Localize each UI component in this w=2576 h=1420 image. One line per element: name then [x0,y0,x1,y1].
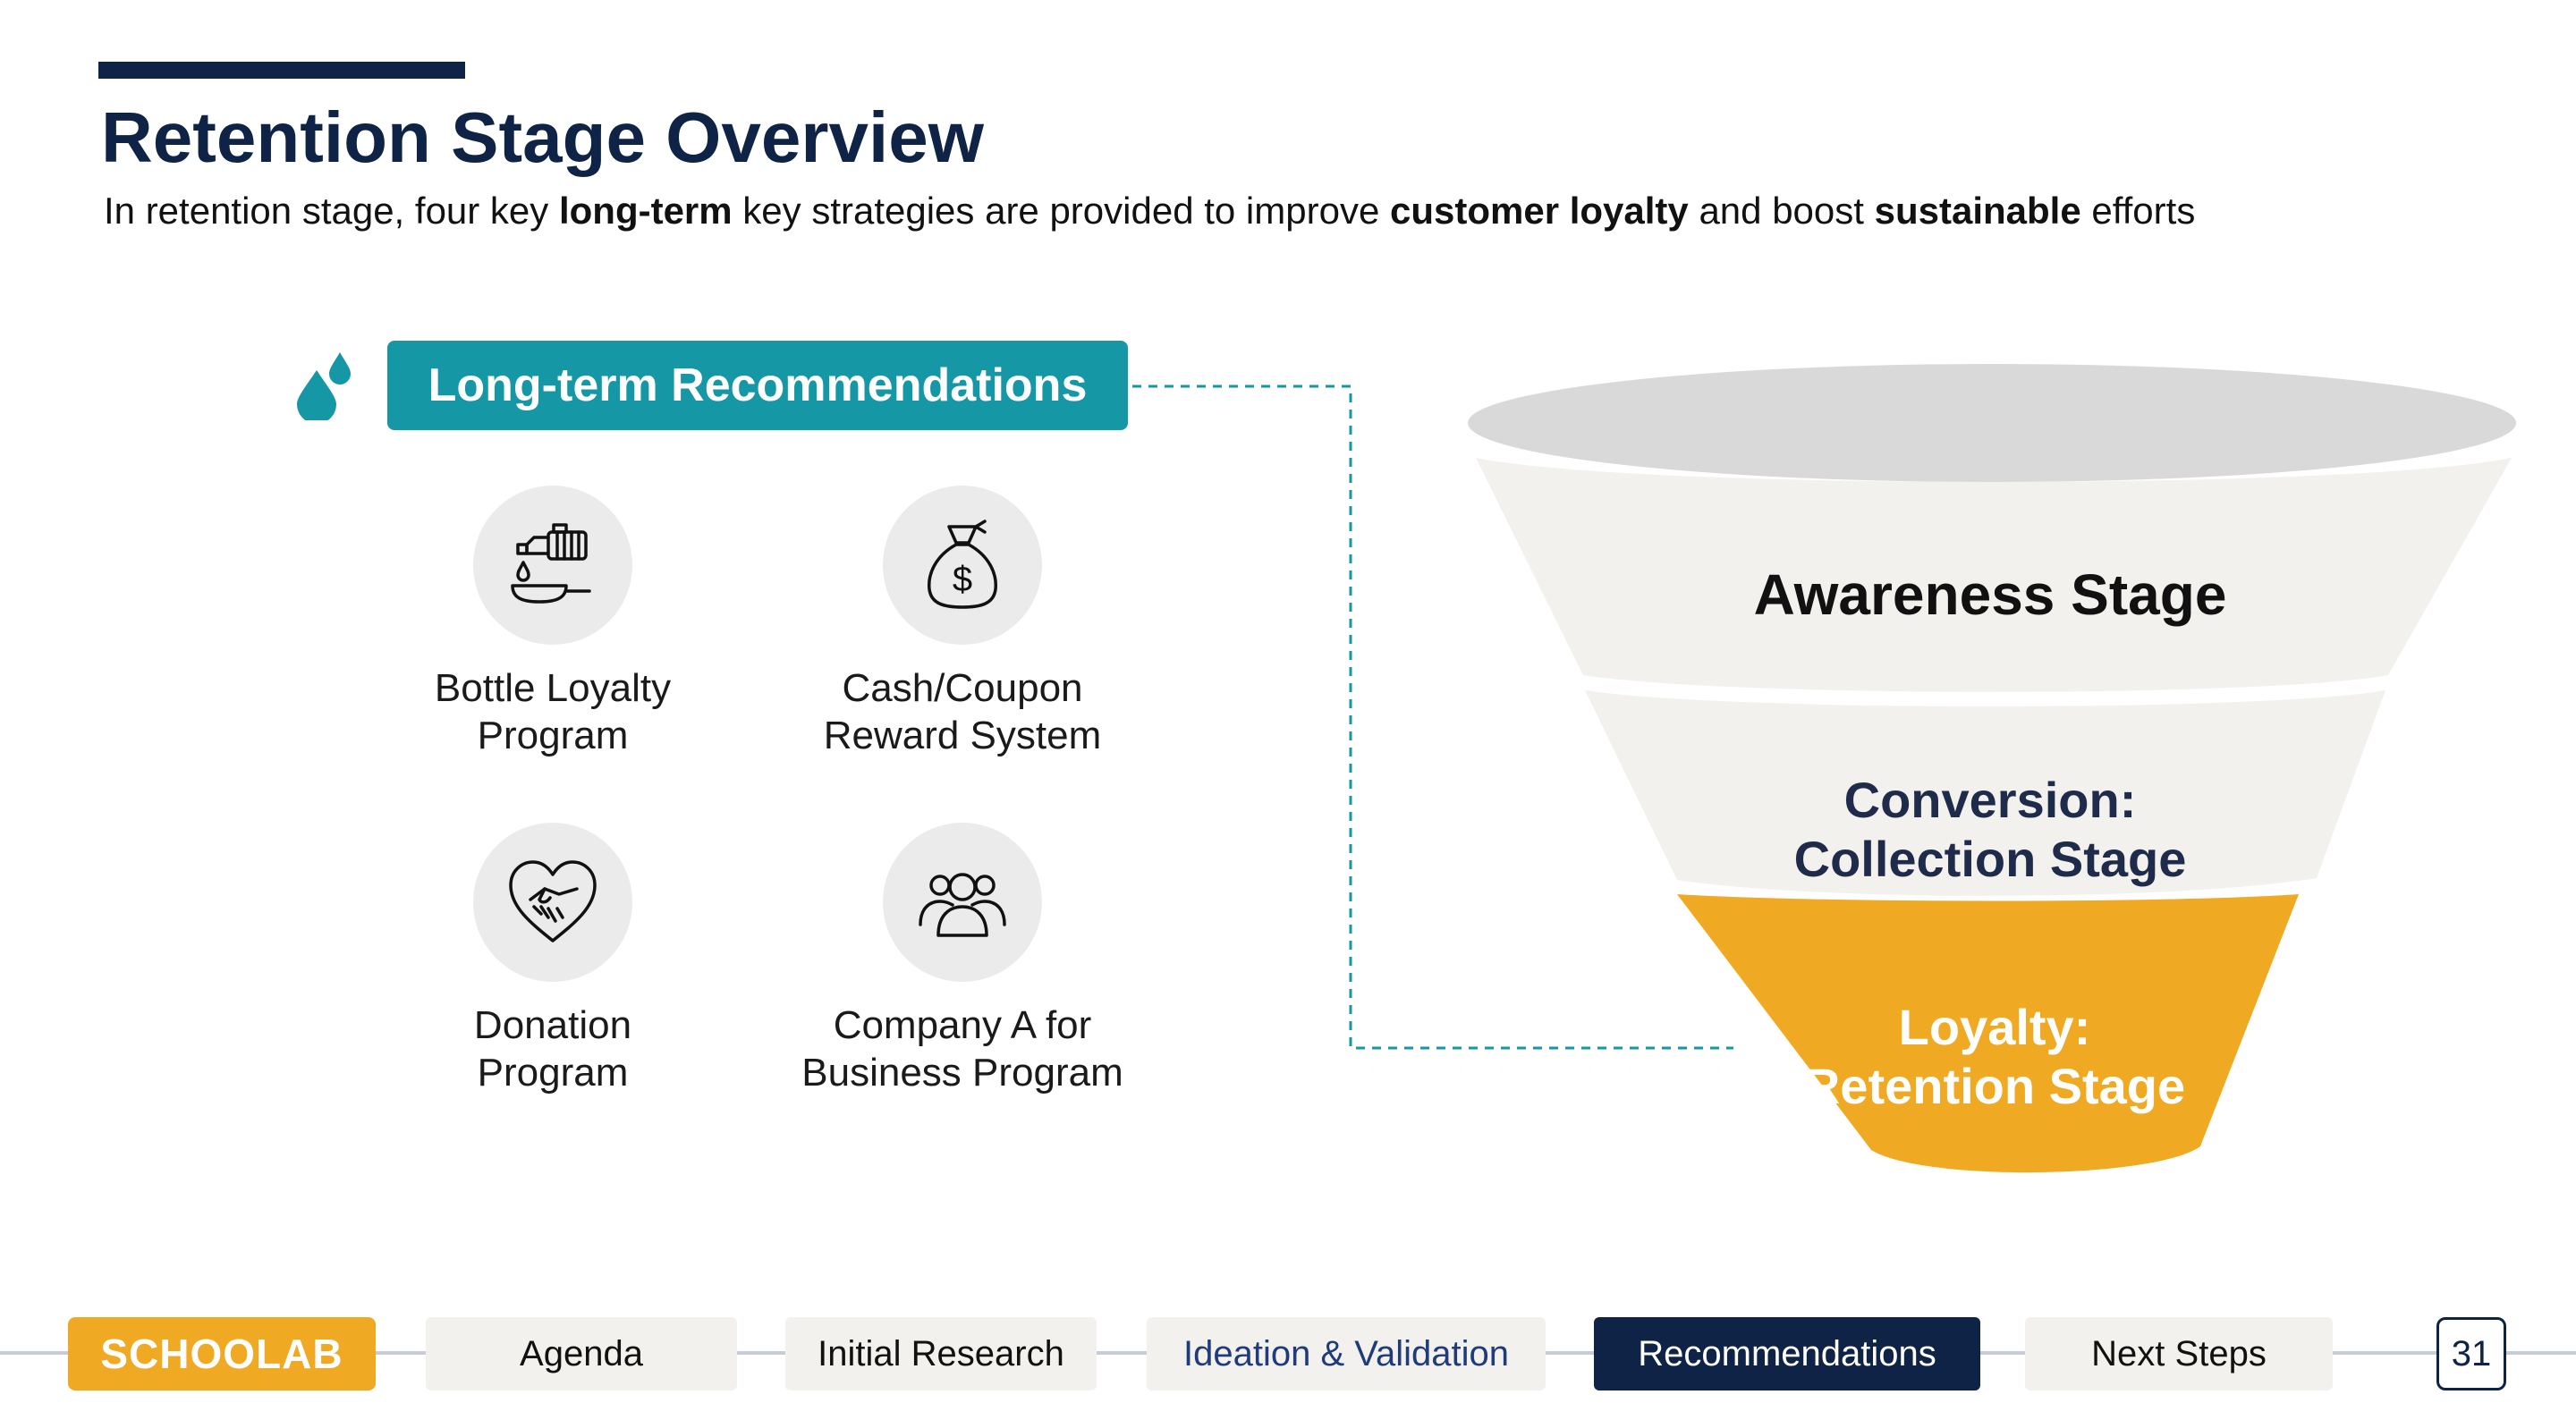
oil-bottle-pan-icon [511,523,591,604]
item-label: Donation Program [473,1003,632,1095]
recommendation-donation: Donation Program [347,823,758,1096]
funnel-awareness-layer [1476,458,2512,692]
people-group-icon [919,873,1006,937]
water-drops-icon [297,352,351,420]
nav-tab-recommendations[interactable]: Recommendations [1594,1317,1980,1390]
nav-tab-next-steps[interactable]: Next Steps [2025,1317,2333,1390]
stage-funnel [1468,364,2516,1173]
loyalty-stage-label: Loyalty: Retention Stage [1803,999,2186,1114]
heart-handshake-icon [509,860,597,942]
item-label: Company A for Business Program [801,1003,1123,1095]
schoolab-logo: SCHOOLAB [68,1317,376,1390]
money-bag-icon: $ [928,520,997,609]
page-number: 31 [2436,1317,2506,1390]
nav-tab-initial-research[interactable]: Initial Research [785,1317,1097,1390]
item-icon-circle: $ [883,486,1042,645]
funnel-loyalty-layer [1677,894,2299,1173]
long-term-recommendations-header: Long-term Recommendations [387,341,1128,430]
awareness-stage-label: Awareness Stage [1753,562,2227,627]
item-icon-circle [473,486,632,645]
nav-tab-ideation-validation[interactable]: Ideation & Validation [1147,1317,1546,1390]
page-subtitle: In retention stage, four key long-term k… [104,190,2196,232]
recommendation-bottle-loyalty: Bottle Loyalty Program [347,486,758,759]
item-label: Bottle Loyalty Program [434,666,672,757]
funnel-conversion-layer [1585,690,2385,896]
item-icon-circle [473,823,632,982]
title-accent-bar [98,62,465,79]
nav-tab-agenda[interactable]: Agenda [426,1317,737,1390]
item-label: Cash/Coupon Reward System [823,666,1102,757]
svg-text:$: $ [953,560,972,599]
item-icon-circle [883,823,1042,982]
page-title: Retention Stage Overview [101,97,984,177]
recommendation-business-program: Company A for Business Program [757,823,1168,1096]
conversion-stage-label: Conversion: Collection Stage [1793,772,2187,887]
recommendation-cash-coupon: $ Cash/Coupon Reward System [757,486,1168,759]
funnel-top-rim [1468,364,2516,482]
